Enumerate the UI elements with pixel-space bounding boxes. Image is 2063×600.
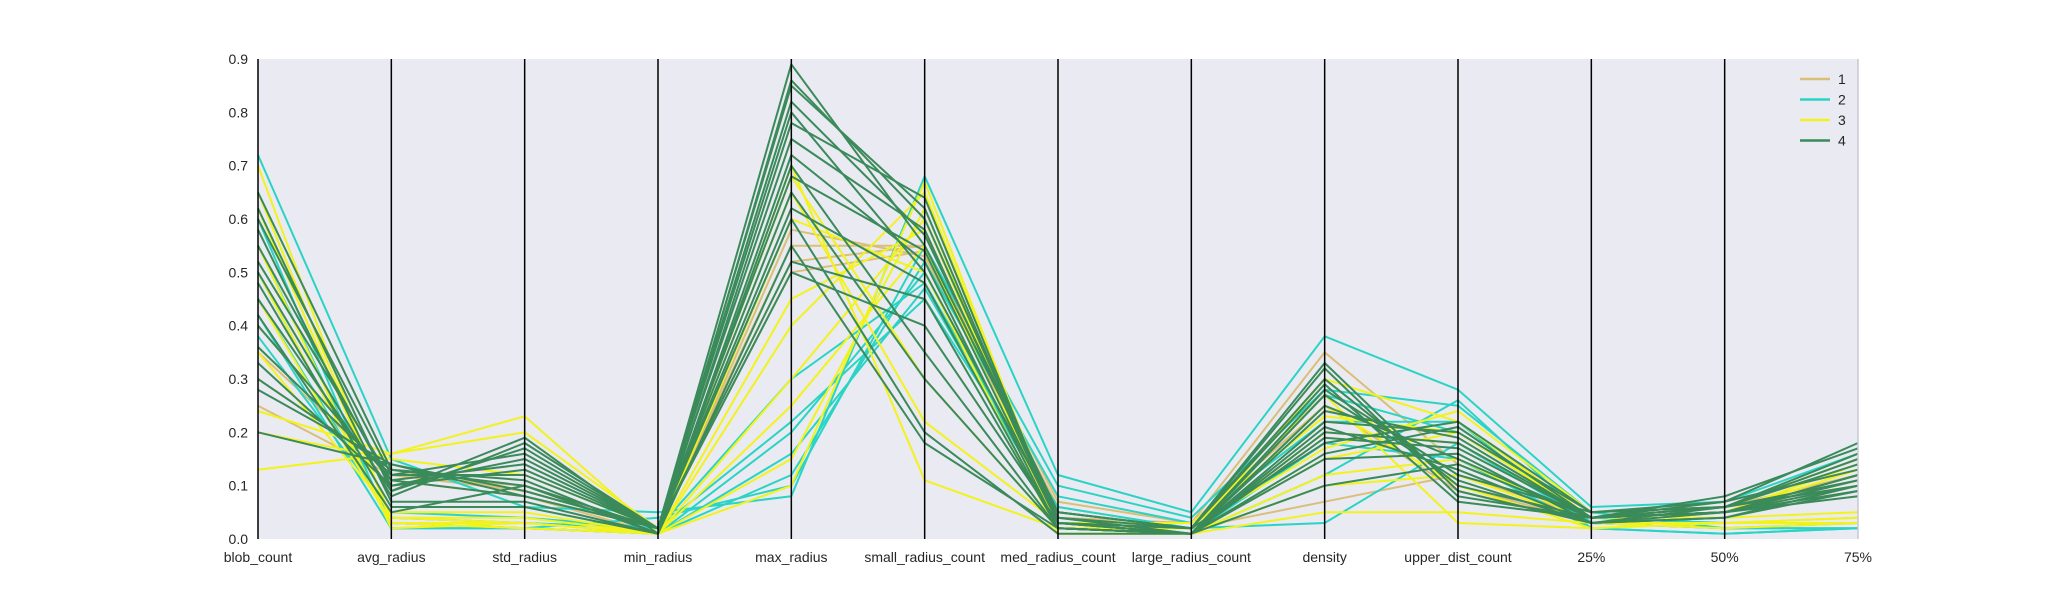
category-label: 25% xyxy=(1577,549,1605,565)
legend-label-2: 2 xyxy=(1838,92,1846,108)
y-tick-label: 0.3 xyxy=(229,371,249,387)
category-label: upper_dist_count xyxy=(1404,549,1512,565)
y-tick-label: 0.8 xyxy=(229,104,249,120)
y-tick-label: 0.2 xyxy=(229,424,249,440)
category-label: max_radius xyxy=(755,549,827,565)
y-tick-label: 0.1 xyxy=(229,478,249,494)
legend: 1 2 3 4 xyxy=(1800,71,1846,149)
legend-label-1: 1 xyxy=(1838,71,1846,87)
y-tick-label: 0.5 xyxy=(229,264,249,280)
category-label: std_radius xyxy=(492,549,557,565)
category-label: blob_count xyxy=(224,549,293,565)
category-label: med_radius_count xyxy=(1000,549,1115,565)
axes-layer xyxy=(257,59,1859,539)
legend-label-4: 4 xyxy=(1838,133,1846,149)
category-label: small_radius_count xyxy=(864,549,985,565)
y-tick-label: 0.0 xyxy=(229,531,249,547)
category-label: density xyxy=(1302,549,1346,565)
y-tick-label: 0.6 xyxy=(229,211,249,227)
category-label: large_radius_count xyxy=(1132,549,1251,565)
category-label: 50% xyxy=(1711,549,1739,565)
y-tick-label: 0.9 xyxy=(229,51,249,67)
category-label: 75% xyxy=(1844,549,1872,565)
y-tick-label: 0.7 xyxy=(229,158,249,174)
category-label: min_radius xyxy=(624,549,692,565)
axis-category-labels: blob_count avg_radius std_radius min_radius… xyxy=(224,549,1872,565)
legend-label-3: 3 xyxy=(1838,112,1846,128)
category-label: avg_radius xyxy=(357,549,426,565)
y-tick-label: 0.4 xyxy=(229,318,249,334)
y-tick-labels: 0.0 0.1 0.2 0.3 0.4 0.5 0.6 0.7 0.8 0.9 xyxy=(229,51,249,547)
